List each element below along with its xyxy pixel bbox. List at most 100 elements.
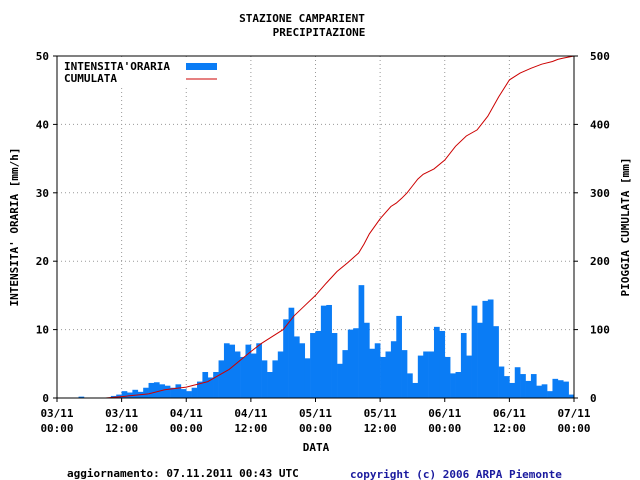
intensity-bar xyxy=(547,391,553,398)
intensity-bar xyxy=(127,392,133,398)
intensity-bar xyxy=(261,360,268,398)
y-left-tick-label: 50 xyxy=(36,50,49,63)
intensity-bar xyxy=(153,382,160,398)
y-axis-right-title: PIOGGIA CUMULATA [mm] xyxy=(619,157,632,296)
intensity-bar xyxy=(213,372,219,398)
intensity-bar xyxy=(439,330,446,398)
intensity-bar xyxy=(541,384,548,398)
intensity-bar xyxy=(557,380,564,398)
x-tick-label-time: 00:00 xyxy=(40,422,73,435)
intensity-bar xyxy=(487,299,494,398)
legend-bar-swatch xyxy=(186,63,217,70)
intensity-bar xyxy=(407,373,413,398)
intensity-bar xyxy=(520,374,526,398)
bar-series xyxy=(78,285,575,398)
x-tick-label-date: 03/11 xyxy=(105,407,138,420)
x-tick-label-date: 05/11 xyxy=(299,407,332,420)
intensity-bar xyxy=(315,330,322,398)
intensity-bar xyxy=(374,343,381,398)
y-right-tick-label: 0 xyxy=(590,392,597,405)
y-left-tick-label: 40 xyxy=(36,118,49,131)
y-right-tick-label: 100 xyxy=(590,324,610,337)
x-tick-label-date: 07/11 xyxy=(557,407,590,420)
copyright-notice: copyright (c) 2006 ARPA Piemonte xyxy=(350,468,562,480)
intensity-bar xyxy=(148,382,155,398)
intensity-bar xyxy=(514,367,521,398)
intensity-bar xyxy=(369,348,376,398)
legend-line-label: CUMULATA xyxy=(64,72,117,85)
x-tick-label-date: 06/11 xyxy=(428,407,461,420)
intensity-bar xyxy=(460,333,467,398)
intensity-bar xyxy=(509,382,516,398)
y-axis-left-title: INTENSITA' ORARIA [mm/h] xyxy=(8,148,21,307)
cumulative-line xyxy=(57,55,575,399)
intensity-bar xyxy=(536,385,542,398)
intensity-bar xyxy=(229,344,236,398)
intensity-bar xyxy=(385,351,392,398)
x-tick-label-date: 03/11 xyxy=(40,407,73,420)
y-right-tick-label: 300 xyxy=(590,187,610,200)
intensity-bar xyxy=(310,333,316,398)
intensity-bar xyxy=(159,384,166,398)
intensity-bar xyxy=(358,285,365,398)
intensity-bar xyxy=(299,343,306,398)
intensity-bar xyxy=(337,363,343,398)
x-tick-label-date: 04/11 xyxy=(170,407,203,420)
intensity-bar xyxy=(234,351,241,398)
y-right-tick-label: 400 xyxy=(590,118,610,131)
intensity-bar xyxy=(78,396,85,398)
intensity-bar xyxy=(267,372,273,398)
intensity-bar xyxy=(207,377,214,398)
intensity-bar xyxy=(250,353,257,398)
x-tick-label-time: 12:00 xyxy=(493,422,526,435)
intensity-bar xyxy=(180,389,187,398)
x-axis-title: DATA xyxy=(303,441,330,454)
intensity-bar xyxy=(396,315,402,398)
intensity-bar xyxy=(304,358,311,398)
intensity-bar xyxy=(353,328,359,398)
intensity-bar xyxy=(175,384,182,398)
x-tick-label-time: 12:00 xyxy=(364,422,397,435)
intensity-bar xyxy=(283,319,289,398)
intensity-bar xyxy=(293,336,300,398)
intensity-bar xyxy=(320,305,327,398)
y-left-tick-label: 0 xyxy=(42,392,49,405)
axis-ticks: 0 0 10 100 20 200 30 300 40 400 50 500 03/11 00:00 03/… xyxy=(36,50,610,435)
update-timestamp: aggiornamento: 07.11.2011 00:43 UTC xyxy=(67,467,299,480)
intensity-bar xyxy=(277,351,284,398)
x-tick-label-time: 00:00 xyxy=(557,422,590,435)
intensity-bar xyxy=(363,322,370,398)
intensity-bar xyxy=(525,380,532,398)
intensity-bar xyxy=(493,326,499,398)
intensity-bar xyxy=(455,372,462,398)
intensity-bar xyxy=(466,355,472,398)
y-right-tick-label: 500 xyxy=(590,50,610,63)
x-tick-label-time: 12:00 xyxy=(234,422,267,435)
intensity-bar xyxy=(331,333,338,398)
intensity-bar xyxy=(143,387,149,398)
intensity-bar xyxy=(444,356,451,398)
intensity-bar xyxy=(498,366,505,398)
intensity-bar xyxy=(288,307,295,398)
intensity-bar xyxy=(186,391,192,398)
intensity-bar xyxy=(428,351,435,398)
intensity-bar xyxy=(326,304,332,398)
intensity-bar xyxy=(563,381,569,398)
intensity-bar xyxy=(132,389,139,398)
intensity-bar xyxy=(482,300,489,398)
intensity-bar xyxy=(380,356,386,398)
intensity-bar xyxy=(245,344,252,398)
legend-background xyxy=(60,58,218,86)
line-series xyxy=(57,55,575,399)
intensity-bar xyxy=(197,381,203,398)
legend: INTENSITA'ORARIA CUMULATA xyxy=(60,58,218,86)
intensity-bar xyxy=(202,372,209,398)
y-left-tick-label: 10 xyxy=(36,324,49,337)
legend-bar-label: INTENSITA'ORARIA xyxy=(64,60,170,73)
x-tick-label-time: 00:00 xyxy=(170,422,203,435)
intensity-bar xyxy=(116,394,122,398)
chart-title: STAZIONE CAMPARIENT xyxy=(239,12,365,25)
intensity-bar xyxy=(433,326,440,398)
x-tick-label-date: 06/11 xyxy=(493,407,526,420)
